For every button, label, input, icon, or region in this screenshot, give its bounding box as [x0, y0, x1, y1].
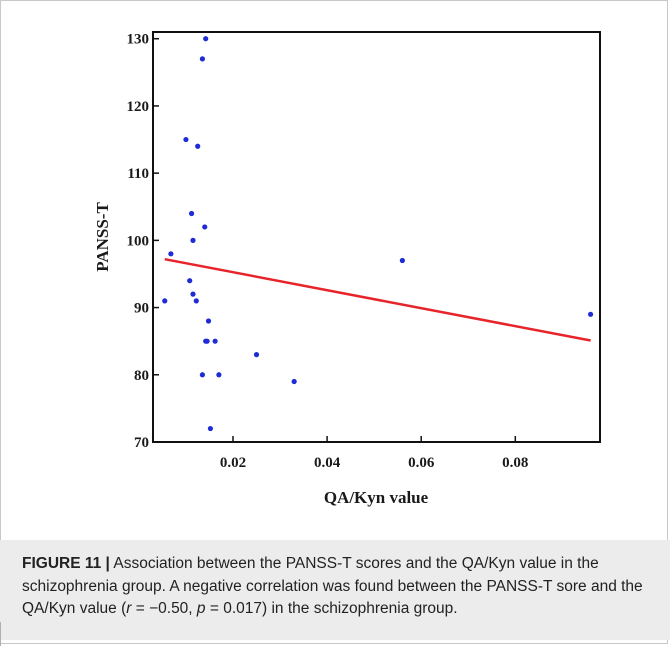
data-point	[187, 278, 192, 283]
data-point	[194, 298, 199, 303]
data-point	[200, 56, 205, 61]
y-tick-label: 120	[127, 99, 150, 115]
data-point	[189, 211, 194, 216]
y-axis-label: PANSS-T	[93, 202, 112, 272]
x-tick-label: 0.06	[408, 455, 435, 471]
x-tick-label: 0.04	[314, 455, 341, 471]
data-point	[190, 292, 195, 297]
data-point	[588, 312, 593, 317]
x-tick-label: 0.08	[502, 455, 528, 471]
figure-caption: FIGURE 11 | Association between the PANS…	[22, 553, 648, 621]
caption-label: FIGURE 11 |	[22, 555, 110, 572]
plot-area	[153, 32, 600, 442]
data-point	[206, 318, 211, 323]
caption-p-symbol: p	[197, 600, 206, 617]
y-tick-label: 90	[134, 301, 149, 317]
data-point	[202, 224, 207, 229]
y-tick-label: 100	[127, 233, 150, 249]
y-tick-label: 70	[134, 435, 149, 451]
data-points	[162, 36, 593, 431]
caption-p-value: = 0.017	[206, 600, 262, 617]
data-point	[254, 352, 259, 357]
regression-line	[165, 259, 591, 340]
scatter-chart: 70 80 90 100 110 120 130 0.02 0.04 0.06 0.08 QA/K…	[0, 0, 670, 540]
y-axis: 70 80 90 100 110 120 130	[127, 32, 160, 451]
data-point	[168, 251, 173, 256]
data-point	[292, 379, 297, 384]
data-point	[200, 372, 205, 377]
data-point	[208, 426, 213, 431]
margin-rule	[0, 622, 1, 646]
data-point	[183, 137, 188, 142]
data-point	[203, 36, 208, 41]
y-tick-label: 130	[127, 32, 150, 48]
x-axis-label: QA/Kyn value	[324, 488, 429, 507]
data-point	[205, 339, 210, 344]
data-point	[190, 238, 195, 243]
data-point	[162, 298, 167, 303]
data-point	[213, 339, 218, 344]
x-tick-label: 0.02	[220, 455, 246, 471]
data-point	[400, 258, 405, 263]
data-point	[216, 372, 221, 377]
caption-text-2: ) in the schizophrenia group.	[262, 600, 458, 617]
data-point	[195, 144, 200, 149]
caption-r-value: = −0.50,	[131, 600, 197, 617]
y-tick-label: 110	[127, 166, 149, 182]
y-tick-label: 80	[134, 368, 149, 384]
